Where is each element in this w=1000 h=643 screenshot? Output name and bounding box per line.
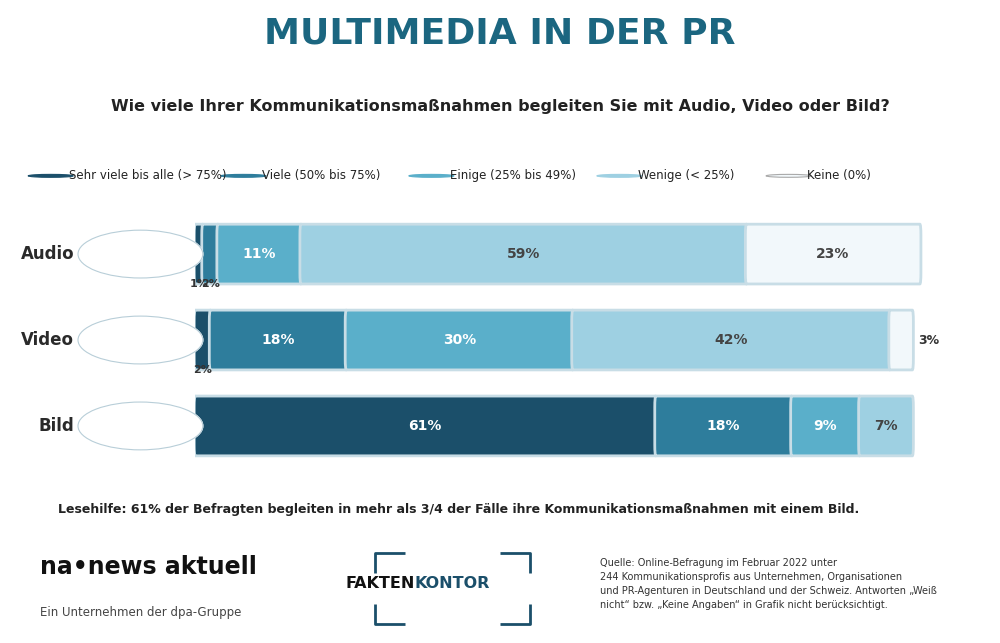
Circle shape <box>221 174 266 177</box>
Text: na•news aktuell: na•news aktuell <box>40 556 257 579</box>
FancyBboxPatch shape <box>209 310 347 370</box>
Text: MULTIMEDIA IN DER PR: MULTIMEDIA IN DER PR <box>264 17 736 51</box>
Circle shape <box>409 174 454 177</box>
Circle shape <box>28 174 73 177</box>
Text: 30%: 30% <box>443 333 476 347</box>
FancyBboxPatch shape <box>889 310 913 370</box>
Text: 59%: 59% <box>507 247 540 261</box>
Circle shape <box>597 174 642 177</box>
Text: 9%: 9% <box>814 419 837 433</box>
Circle shape <box>78 316 203 364</box>
Text: 18%: 18% <box>707 419 740 433</box>
Text: 42%: 42% <box>714 333 748 347</box>
Text: 18%: 18% <box>261 333 295 347</box>
Text: 2%: 2% <box>201 279 220 289</box>
FancyBboxPatch shape <box>745 224 921 284</box>
Text: Audio: Audio <box>20 245 74 263</box>
FancyBboxPatch shape <box>194 310 211 370</box>
Text: Bild: Bild <box>38 417 74 435</box>
Circle shape <box>766 174 811 177</box>
FancyBboxPatch shape <box>859 396 913 456</box>
Text: Wenige (< 25%): Wenige (< 25%) <box>638 169 735 183</box>
FancyBboxPatch shape <box>194 224 204 284</box>
Text: Sehr viele bis alle (> 75%): Sehr viele bis alle (> 75%) <box>69 169 227 183</box>
FancyBboxPatch shape <box>345 310 574 370</box>
Text: Wie viele Ihrer Kommunikationsmaßnahmen begleiten Sie mit Audio, Video oder Bild: Wie viele Ihrer Kommunikationsmaßnahmen … <box>111 99 889 114</box>
Text: Einige (25% bis 49%): Einige (25% bis 49%) <box>450 169 576 183</box>
FancyBboxPatch shape <box>202 224 219 284</box>
Text: KONTOR: KONTOR <box>415 576 490 591</box>
Text: 1%: 1% <box>189 279 208 289</box>
FancyBboxPatch shape <box>791 396 861 456</box>
FancyBboxPatch shape <box>655 396 793 456</box>
FancyBboxPatch shape <box>194 396 657 456</box>
FancyBboxPatch shape <box>572 310 891 370</box>
Text: Ein Unternehmen der dpa-Gruppe: Ein Unternehmen der dpa-Gruppe <box>40 606 241 619</box>
Circle shape <box>78 402 203 450</box>
Text: Keine (0%): Keine (0%) <box>807 169 871 183</box>
Text: 11%: 11% <box>242 247 276 261</box>
Text: Quelle: Online-Befragung im Februar 2022 unter
244 Kommunikationsprofis aus Unte: Quelle: Online-Befragung im Februar 2022… <box>600 557 937 610</box>
Text: Video: Video <box>21 331 74 349</box>
Text: 3%: 3% <box>918 334 939 347</box>
Text: 2%: 2% <box>193 365 212 375</box>
Circle shape <box>78 230 203 278</box>
FancyBboxPatch shape <box>217 224 302 284</box>
Text: Viele (50% bis 75%): Viele (50% bis 75%) <box>262 169 381 183</box>
Text: FAKTEN: FAKTEN <box>346 576 415 591</box>
FancyBboxPatch shape <box>300 224 747 284</box>
Text: Lesehilfe: 61% der Befragten begleiten in mehr als 3/4 der Fälle ihre Kommunikat: Lesehilfe: 61% der Befragten begleiten i… <box>58 503 859 516</box>
Text: 7%: 7% <box>874 419 898 433</box>
Text: 61%: 61% <box>409 419 442 433</box>
Text: 23%: 23% <box>816 247 850 261</box>
